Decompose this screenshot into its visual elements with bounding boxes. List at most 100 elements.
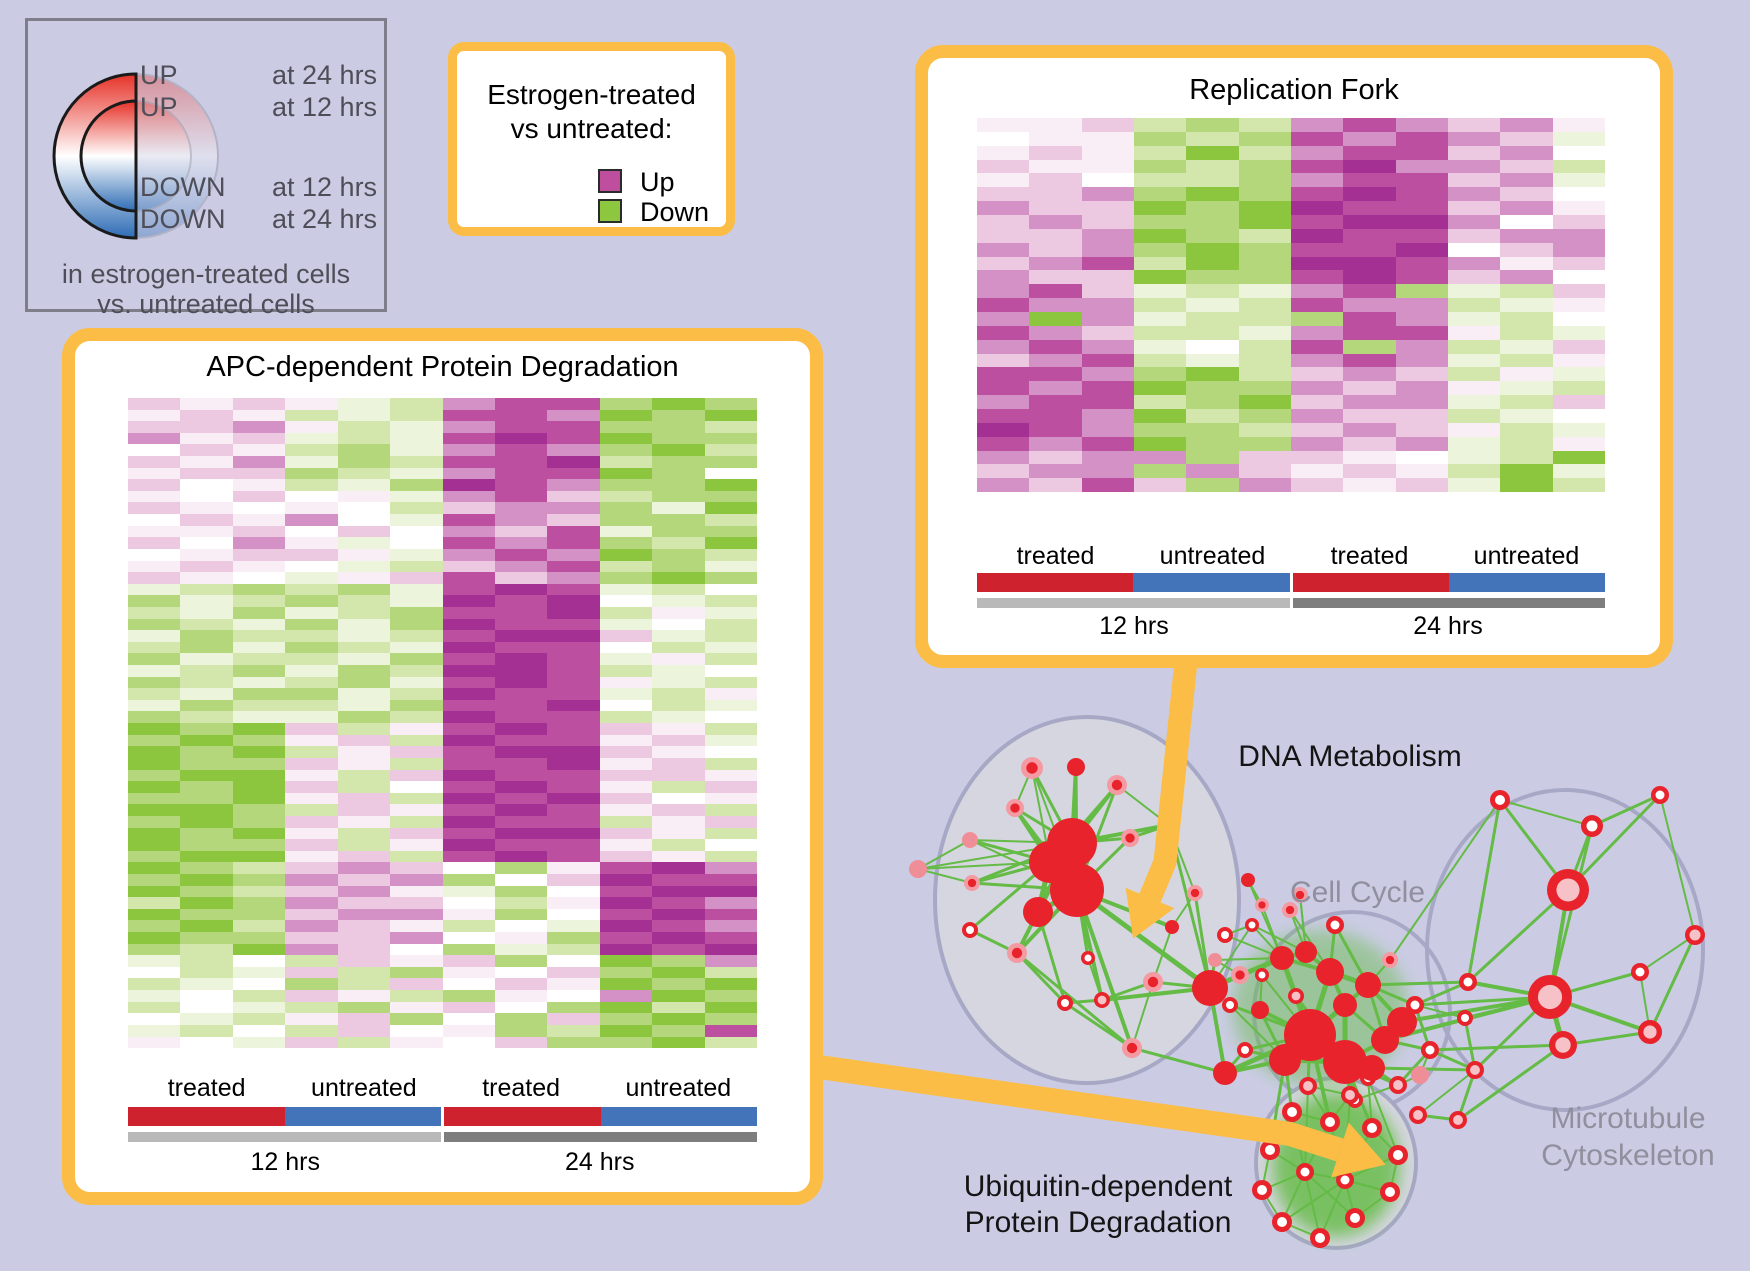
time-label: at 24 hrs	[272, 204, 378, 234]
heatmap-cell	[1343, 201, 1396, 216]
heatmap-cell	[232, 606, 286, 619]
time-label: 12 hrs	[250, 1148, 320, 1176]
heatmap-cell	[442, 804, 495, 816]
heatmap-cell	[128, 641, 181, 654]
heatmap-cell	[977, 395, 1030, 410]
heatmap-cell	[337, 711, 391, 724]
heatmap-row	[128, 606, 758, 619]
heatmap-cell	[1447, 228, 1501, 243]
heatmap-cell	[599, 955, 653, 967]
network-node	[1270, 946, 1294, 970]
heatmap-cell	[1186, 325, 1239, 340]
heatmap-cell	[442, 421, 495, 433]
heatmap-cell	[337, 955, 391, 967]
heatmap-cell	[390, 432, 443, 445]
heatmap-row	[128, 525, 758, 538]
heatmap-cell	[442, 873, 495, 886]
heatmap-cell	[1133, 464, 1187, 479]
heatmap-cell	[128, 943, 181, 956]
heatmap-cell	[1343, 215, 1396, 229]
heatmap-cell	[232, 827, 286, 840]
heatmap-cell	[599, 757, 653, 770]
heatmap-cell	[977, 284, 1030, 299]
heatmap-cell	[285, 456, 338, 468]
heatmap-cell	[442, 398, 495, 410]
heatmap-cell	[1395, 381, 1448, 396]
heatmap-cell	[1029, 353, 1082, 368]
heatmap-cell	[232, 456, 286, 468]
heatmap-cell	[1447, 367, 1501, 382]
heatmap-cell	[494, 839, 548, 851]
condition-bar	[444, 1107, 601, 1126]
heatmap-cell	[1029, 118, 1082, 132]
heatmap-cell	[1447, 215, 1501, 229]
down-label: Down	[640, 197, 710, 227]
network-node	[1165, 920, 1179, 934]
heatmap-cell	[232, 560, 286, 573]
heatmap-cell	[704, 606, 758, 619]
heatmap-cell	[232, 978, 286, 991]
heatmap-cell	[1238, 159, 1291, 174]
heatmap-cell	[1395, 118, 1448, 132]
heatmap-cell	[180, 746, 233, 758]
group-label: untreated	[625, 1074, 732, 1102]
heatmap-cell	[1500, 325, 1553, 340]
heatmap-cell	[1238, 339, 1291, 354]
heatmap-row	[128, 943, 758, 956]
heatmap-cell	[232, 943, 286, 956]
heatmap-cell	[704, 943, 758, 956]
heatmap-cell	[494, 827, 548, 840]
heatmap-cell	[1290, 312, 1344, 326]
heatmap-cell	[977, 215, 1030, 229]
network-node	[1213, 1061, 1237, 1085]
heatmap-cell	[1447, 187, 1501, 202]
heatmap-cell	[1552, 353, 1605, 368]
heatmap-row	[977, 381, 1605, 396]
heatmap-cell	[599, 479, 653, 491]
heatmap-cell	[442, 815, 495, 828]
heatmap-row	[977, 353, 1605, 368]
heatmap-cell	[128, 525, 181, 538]
heatmap-cell	[232, 548, 286, 561]
heatmap-cell	[1133, 215, 1187, 229]
heatmap-cell	[1133, 284, 1187, 299]
network-node-core	[1300, 1167, 1310, 1177]
heatmap-cell	[442, 456, 495, 468]
timepoint-bars	[128, 1132, 757, 1142]
heatmap-row	[977, 215, 1605, 229]
heatmap-cell	[1447, 298, 1501, 313]
heatmap-cell	[1238, 118, 1291, 132]
up-label: Up	[640, 167, 675, 197]
network-edge	[1466, 799, 1502, 983]
ring-legend-row: DOWN at 12 hrs	[28, 172, 384, 204]
heatmap-cell	[232, 490, 286, 503]
heatmap-cell	[285, 769, 338, 782]
condition-bar-half	[1292, 573, 1605, 592]
heatmap-cell	[442, 490, 495, 503]
heatmap-cell	[599, 525, 653, 538]
heatmap-cell	[1238, 367, 1291, 382]
network-edge	[1131, 1046, 1226, 1075]
heatmap-cell	[1343, 145, 1396, 160]
heatmap-cell	[232, 595, 286, 607]
heatmap-cell	[547, 525, 600, 538]
heatmap-cell	[1029, 325, 1082, 340]
network-edge	[1414, 995, 1551, 1007]
up-down-ring-diagram	[52, 72, 219, 240]
heatmap-row	[977, 325, 1605, 340]
heatmap-cell	[494, 897, 548, 909]
heatmap-cell	[599, 502, 653, 515]
heatmap-cell	[337, 548, 391, 561]
heatmap-cell	[337, 595, 391, 607]
network-edge	[1457, 1043, 1564, 1122]
heatmap-cell	[1238, 256, 1291, 271]
heatmap-cell	[337, 1013, 391, 1025]
heatmap-cell	[1395, 367, 1448, 382]
heatmap-cell	[180, 943, 233, 956]
heatmap-row	[128, 792, 758, 805]
heatmap-cell	[1029, 422, 1082, 437]
heatmap-cell	[704, 398, 758, 410]
heatmap-cell	[1133, 201, 1187, 216]
heatmap-cell	[232, 850, 286, 863]
